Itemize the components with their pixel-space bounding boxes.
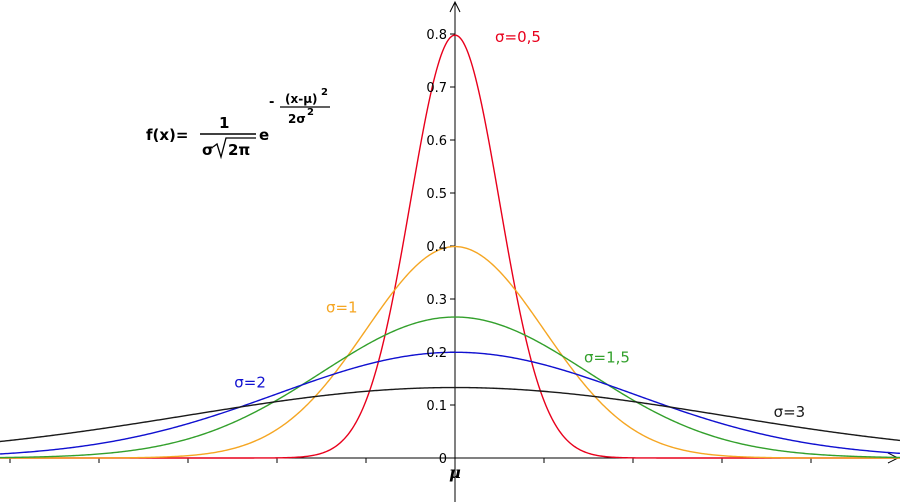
- formula-exp-numerator: (x-μ): [285, 92, 318, 106]
- y-tick-label: 0.4: [426, 240, 447, 255]
- series-label: σ=3: [774, 403, 806, 421]
- y-tick-label: 0.6: [426, 134, 447, 149]
- y-tick-label: 0: [439, 452, 447, 467]
- formula-exp-denominator: 2σ: [288, 112, 306, 126]
- y-tick-label: 0.1: [426, 399, 447, 414]
- series-label: σ=2: [234, 374, 266, 392]
- formula-exp-numerator-power: 2: [321, 87, 328, 98]
- series-label: σ=1: [326, 298, 358, 316]
- y-tick-label: 0.2: [426, 346, 447, 361]
- formula-denominator-root: 2π: [228, 141, 250, 159]
- formula-numerator: 1: [219, 114, 229, 132]
- density-formula: f(x)= 1 σ 2π e - (x-μ) 2 2σ 2: [146, 87, 330, 160]
- formula-exp-denominator-power: 2: [307, 107, 314, 118]
- series-line: [0, 316, 900, 459]
- series-label: σ=1,5: [584, 349, 630, 367]
- formula-exp-sign: -: [269, 95, 274, 110]
- y-tick-label: 0.5: [426, 187, 447, 202]
- y-tick-label: 0.7: [426, 81, 447, 96]
- series-line: [0, 351, 900, 455]
- labels: 0 0.1 0.2 0.3 0.4 0.5 0.6 0.7 0.8 μ σ=0,5 σ=1 σ=1,5 σ…: [234, 28, 805, 482]
- formula-lhs: f(x)=: [146, 126, 188, 144]
- y-tick-label: 0.3: [426, 293, 447, 308]
- series-line: [0, 245, 900, 459]
- series-label: σ=0,5: [495, 28, 541, 46]
- series-line: [0, 386, 900, 443]
- y-axis-arrow-icon: [449, 0, 461, 13]
- curves: [0, 34, 900, 459]
- x-axis-label: μ: [449, 463, 461, 482]
- formula-base: e: [259, 126, 269, 144]
- sqrt-sign-icon: [212, 137, 256, 160]
- y-tick-label: 0.8: [426, 28, 447, 43]
- formula-denominator-sigma: σ: [202, 141, 214, 159]
